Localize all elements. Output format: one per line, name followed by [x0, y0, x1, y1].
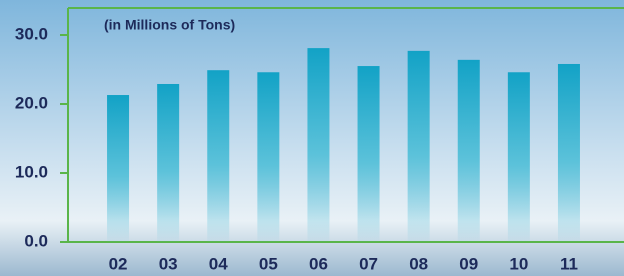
x-tick-label: 08 [409, 254, 428, 273]
bar [408, 51, 430, 242]
x-tick-label: 03 [159, 254, 178, 273]
x-tick-label: 07 [359, 254, 378, 273]
y-tick-label: 10.0 [15, 162, 48, 181]
bar [558, 64, 580, 242]
x-tick-label: 10 [509, 254, 528, 273]
bar [508, 72, 530, 242]
page: (in Millions of Tons) 0.0 10.0 20.0 30.0 02 0… [0, 0, 624, 276]
y-tick-label: 0.0 [24, 231, 48, 250]
bar [358, 66, 380, 242]
x-tick-label: 09 [459, 254, 478, 273]
chart-subtitle: (in Millions of Tons) [104, 17, 235, 33]
bar [207, 70, 229, 242]
bar [157, 84, 179, 242]
x-tick-label: 06 [309, 254, 328, 273]
y-tick-label: 30.0 [15, 24, 48, 43]
x-tick-label: 04 [209, 254, 228, 273]
x-tick-label: 02 [109, 254, 128, 273]
bar [458, 60, 480, 242]
x-tick-label: 05 [259, 254, 278, 273]
x-tick-label: 11 [560, 254, 578, 273]
y-tick-label: 20.0 [15, 93, 48, 112]
bar [257, 72, 279, 242]
bar [107, 95, 129, 242]
bar [307, 48, 329, 242]
chart: (in Millions of Tons) 0.0 10.0 20.0 30.0 02 0… [0, 0, 624, 276]
